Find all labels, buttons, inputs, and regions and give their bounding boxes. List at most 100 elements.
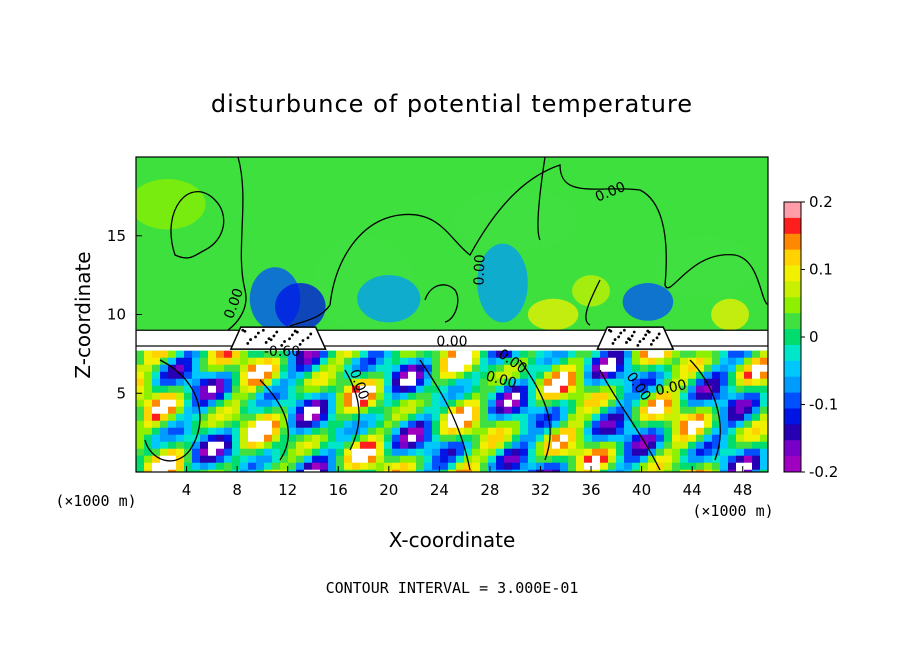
- field-cell: [272, 357, 281, 366]
- field-cell: [752, 364, 761, 373]
- field-cell: [224, 469, 233, 472]
- field-cell: [720, 392, 729, 401]
- field-cell: [528, 399, 537, 408]
- field-cell: [376, 462, 385, 471]
- field-cell: [352, 371, 361, 380]
- field-cell: [752, 462, 761, 471]
- colorbar-segment: [784, 217, 801, 235]
- field-cell: [272, 434, 281, 443]
- field-cell: [376, 378, 385, 387]
- field-cell: [296, 385, 305, 394]
- field-cell: [640, 469, 649, 472]
- field-cell: [520, 350, 529, 359]
- field-cell: [720, 462, 729, 471]
- field-cell: [352, 378, 361, 387]
- field-cell: [368, 455, 377, 464]
- field-cell: [424, 434, 433, 443]
- field-cell: [712, 469, 721, 472]
- field-cell: [232, 392, 241, 401]
- field-cell: [456, 420, 465, 429]
- field-cell: [488, 441, 497, 450]
- field-cell: [688, 427, 697, 436]
- field-cell: [536, 350, 545, 359]
- field-cell: [272, 399, 281, 408]
- field-cell: [160, 385, 169, 394]
- field-cell: [600, 427, 609, 436]
- field-cell: [696, 469, 705, 472]
- field-cell: [272, 413, 281, 422]
- contour-line: [144, 359, 201, 462]
- field-cell: [648, 441, 657, 450]
- field-cell: [296, 462, 305, 471]
- field-cell: [576, 413, 585, 422]
- field-cell: [512, 371, 521, 380]
- field-cell: [184, 434, 193, 443]
- field-cell: [520, 469, 529, 472]
- field-cell: [688, 413, 697, 422]
- field-cell: [272, 455, 281, 464]
- field-cell: [216, 434, 225, 443]
- field-cell: [336, 371, 345, 380]
- y-tick-label: 15: [107, 227, 126, 245]
- field-cell: [296, 392, 305, 401]
- field-cell: [760, 434, 768, 443]
- field-cell: [136, 413, 145, 422]
- field-cell: [752, 469, 761, 472]
- field-cell: [600, 420, 609, 429]
- field-cell: [192, 364, 201, 373]
- field-cell: [328, 399, 337, 408]
- field-cell: [512, 420, 521, 429]
- field-cell: [184, 364, 193, 373]
- field-cell: [576, 462, 585, 471]
- field-cell: [184, 350, 193, 359]
- field-cell: [528, 371, 537, 380]
- field-cell: [448, 469, 457, 472]
- field-cell: [256, 462, 265, 471]
- colorbar-segment: [784, 329, 801, 346]
- field-cell: [720, 441, 729, 450]
- field-cell: [168, 406, 177, 415]
- field-cell: [224, 406, 233, 415]
- field-cell: [176, 434, 185, 443]
- field-cell: [240, 413, 249, 422]
- field-cell: [296, 434, 305, 443]
- field-cell: [296, 448, 305, 457]
- field-cell: [656, 406, 665, 415]
- x-tick-label: 12: [278, 481, 297, 499]
- field-cell: [400, 357, 409, 366]
- field-cell: [408, 406, 417, 415]
- field-cell: [144, 434, 153, 443]
- field-cell: [680, 469, 689, 472]
- mountains: [229, 326, 675, 350]
- field-cell: [496, 392, 505, 401]
- field-cell: [728, 462, 737, 471]
- field-cell: [464, 392, 473, 401]
- field-cell: [224, 350, 233, 359]
- field-cell: [200, 427, 209, 436]
- field-cell: [640, 385, 649, 394]
- field-cell: [248, 385, 257, 394]
- field-cell: [136, 364, 145, 373]
- field-cell: [672, 462, 681, 471]
- field-cell: [224, 448, 233, 457]
- field-cell: [680, 406, 689, 415]
- field-cell: [656, 371, 665, 380]
- field-cell: [200, 399, 209, 408]
- field-cell: [504, 420, 513, 429]
- field-cell: [488, 364, 497, 373]
- field-cell: [592, 364, 601, 373]
- field-cell: [472, 434, 481, 443]
- field-cell: [504, 469, 513, 472]
- field-cell: [160, 378, 169, 387]
- field-cell: [520, 399, 529, 408]
- y-axis-label: Z-coordinate: [71, 251, 95, 378]
- field-cell: [424, 378, 433, 387]
- field-cell: [336, 441, 345, 450]
- field-cell: [488, 469, 497, 472]
- field-cell: [312, 462, 321, 471]
- field-cell: [400, 392, 409, 401]
- field-cell: [320, 448, 329, 457]
- field-cell: [312, 392, 321, 401]
- field-cell: [208, 385, 217, 394]
- field-cell: [640, 413, 649, 422]
